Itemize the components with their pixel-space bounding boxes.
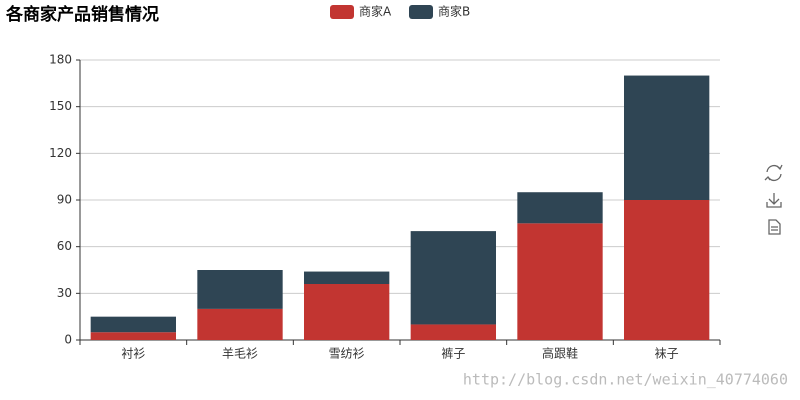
x-tick-label: 衬衫 bbox=[121, 347, 145, 361]
bar bbox=[624, 200, 710, 340]
toolbox[interactable] bbox=[764, 164, 783, 235]
legend-swatch bbox=[409, 5, 433, 19]
y-tick-label: 60 bbox=[57, 239, 72, 253]
bar bbox=[410, 324, 496, 340]
watermark: http://blog.csdn.net/weixin_40774060 bbox=[463, 371, 788, 389]
x-tick-label: 裤子 bbox=[441, 347, 465, 361]
bar bbox=[304, 271, 390, 284]
bar bbox=[90, 332, 176, 340]
y-tick-label: 0 bbox=[64, 333, 72, 347]
y-tick-label: 30 bbox=[57, 286, 72, 300]
bar bbox=[517, 223, 603, 340]
y-tick-label: 180 bbox=[49, 53, 72, 67]
x-tick-label: 高跟鞋 bbox=[542, 346, 578, 361]
data-view-icon[interactable] bbox=[768, 219, 781, 235]
bar bbox=[197, 308, 283, 340]
restore-icon[interactable] bbox=[764, 164, 783, 182]
bar bbox=[410, 231, 496, 325]
bar bbox=[624, 75, 710, 200]
x-tick-label: 袜子 bbox=[655, 347, 679, 361]
bar bbox=[90, 316, 176, 333]
bar bbox=[517, 192, 603, 224]
bar bbox=[304, 284, 390, 340]
download-icon[interactable] bbox=[766, 193, 782, 208]
bar bbox=[197, 270, 283, 309]
y-tick-label: 150 bbox=[49, 99, 72, 113]
y-tick-label: 90 bbox=[57, 193, 72, 207]
legend-label: 商家B bbox=[438, 4, 470, 19]
legend-swatch bbox=[330, 5, 354, 19]
chart-title: 各商家产品销售情况 bbox=[5, 4, 159, 25]
y-tick-label: 120 bbox=[49, 146, 72, 160]
x-tick-label: 雪纺衫 bbox=[329, 347, 365, 361]
x-tick-label: 羊毛衫 bbox=[222, 346, 258, 361]
legend-label: 商家A bbox=[359, 4, 392, 19]
